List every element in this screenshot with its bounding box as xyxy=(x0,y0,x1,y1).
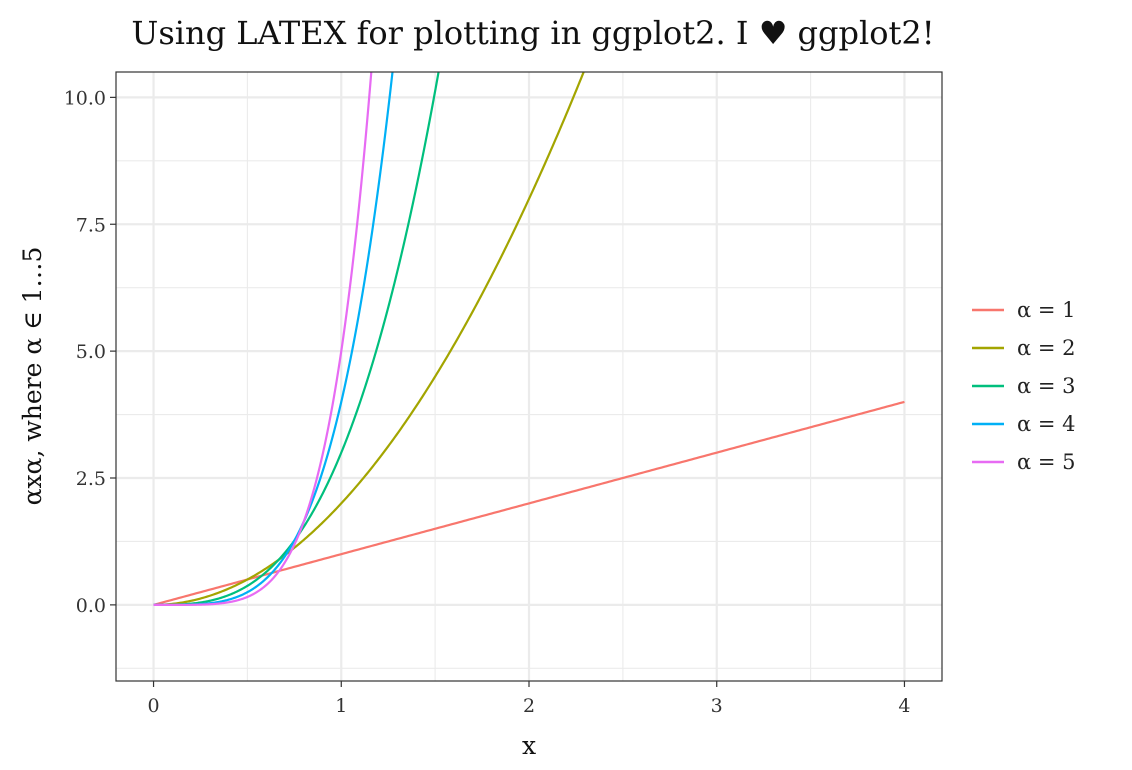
legend-label: α = 1 xyxy=(1017,298,1076,322)
series-line-alpha-5 xyxy=(153,72,373,606)
series-line-alpha-3 xyxy=(153,72,440,606)
x-axis-label: x xyxy=(522,731,536,760)
grid xyxy=(116,72,942,681)
chart-title: Using LATEX for plotting in ggplot2. I ♥… xyxy=(131,14,934,52)
x-tick-label: 0 xyxy=(147,695,159,717)
series-lines xyxy=(153,72,905,606)
y-tick-label: 10.0 xyxy=(64,87,106,109)
y-tick-label: 2.5 xyxy=(76,468,106,490)
y-tick-label: 0.0 xyxy=(76,595,106,617)
legend: α = 1 α = 2 α = 3 α = 4 α = 5 xyxy=(972,298,1076,474)
y-axis: 0.0 2.5 5.0 7.5 10.0 xyxy=(64,87,116,617)
y-tick-label: 7.5 xyxy=(76,214,106,236)
x-tick-label: 4 xyxy=(898,695,910,717)
legend-label: α = 3 xyxy=(1017,374,1076,398)
x-tick-label: 2 xyxy=(523,695,535,717)
legend-label: α = 2 xyxy=(1017,336,1076,360)
series-line-alpha-2 xyxy=(153,72,585,606)
series-line-alpha-4 xyxy=(153,72,394,606)
x-tick-label: 1 xyxy=(335,695,347,717)
legend-label: α = 5 xyxy=(1017,450,1076,474)
x-tick-label: 3 xyxy=(711,695,723,717)
y-axis-label: αxα, where α ∈ 1…5 xyxy=(18,247,47,506)
legend-label: α = 4 xyxy=(1017,412,1076,436)
x-axis: 0 1 2 3 4 xyxy=(147,681,911,717)
y-tick-label: 5.0 xyxy=(76,341,106,363)
